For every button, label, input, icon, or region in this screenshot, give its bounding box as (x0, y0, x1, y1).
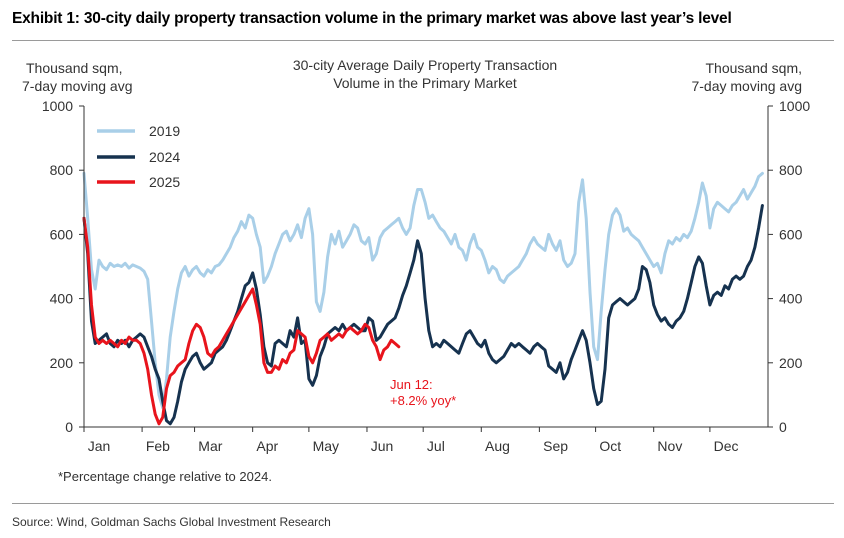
y-tick-label-left-600: 600 (50, 226, 74, 242)
x-tick-label-nov: Nov (657, 438, 682, 454)
x-tick-label-feb: Feb (146, 438, 170, 454)
footnote: *Percentage change relative to 2024. (58, 469, 272, 484)
y-tick-label-left-200: 200 (50, 355, 74, 371)
exhibit-title: Exhibit 1: 30-city daily property transa… (12, 10, 732, 27)
y-label-right-line-1: Thousand sqm, (706, 60, 803, 76)
y-tick-label-right-1000: 1000 (779, 98, 810, 114)
x-tick-label-jul: Jul (427, 438, 445, 454)
y-tick-label-right-600: 600 (779, 226, 803, 242)
y-tick-label-right-400: 400 (779, 291, 803, 307)
chart-title-line-1: 30-city Average Daily Property Transacti… (293, 57, 557, 73)
x-tick-label-oct: Oct (599, 438, 621, 454)
y-label-left-line-2: 7-day moving avg (22, 78, 133, 94)
series-line-2024 (82, 204, 764, 426)
x-tick-label-jan: Jan (88, 438, 111, 454)
x-tick-label-aug: Aug (485, 438, 510, 454)
x-tick-label-dec: Dec (714, 438, 739, 454)
y-tick-label-right-200: 200 (779, 355, 803, 371)
bottom-rule (12, 503, 834, 504)
source-note: Source: Wind, Goldman Sachs Global Inves… (12, 515, 331, 529)
top-rule (12, 40, 834, 41)
chart-title-line-2: Volume in the Primary Market (333, 75, 517, 91)
axis-ticks: 0 0 200 200 400 400 600 600 800 800 1000 1000 Jan Feb… (42, 98, 811, 454)
y-tick-label-right-0: 0 (779, 419, 787, 435)
series-line-2025 (82, 216, 401, 426)
y-tick-label-left-0: 0 (65, 419, 73, 435)
legend-label-2024: 2024 (149, 149, 180, 165)
annotation-date: Jun 12: (390, 377, 433, 392)
legend: 2019 2024 2025 (97, 123, 180, 190)
annotation-yoy: +8.2% yoy* (390, 393, 456, 408)
x-tick-label-sep: Sep (543, 438, 568, 454)
x-tick-label-may: May (313, 438, 339, 454)
y-label-left-line-1: Thousand sqm, (26, 60, 123, 76)
legend-label-2019: 2019 (149, 123, 180, 139)
legend-label-2025: 2025 (149, 174, 180, 190)
series-line-2019 (82, 171, 764, 410)
y-tick-label-left-800: 800 (50, 162, 74, 178)
x-tick-label-mar: Mar (198, 438, 222, 454)
y-tick-label-left-400: 400 (50, 291, 74, 307)
y-label-right-line-2: 7-day moving avg (691, 78, 802, 94)
x-tick-label-apr: Apr (256, 438, 278, 454)
y-tick-label-right-800: 800 (779, 162, 803, 178)
y-tick-label-left-1000: 1000 (42, 98, 73, 114)
series-lines (82, 171, 764, 426)
x-tick-label-jun: Jun (371, 438, 394, 454)
